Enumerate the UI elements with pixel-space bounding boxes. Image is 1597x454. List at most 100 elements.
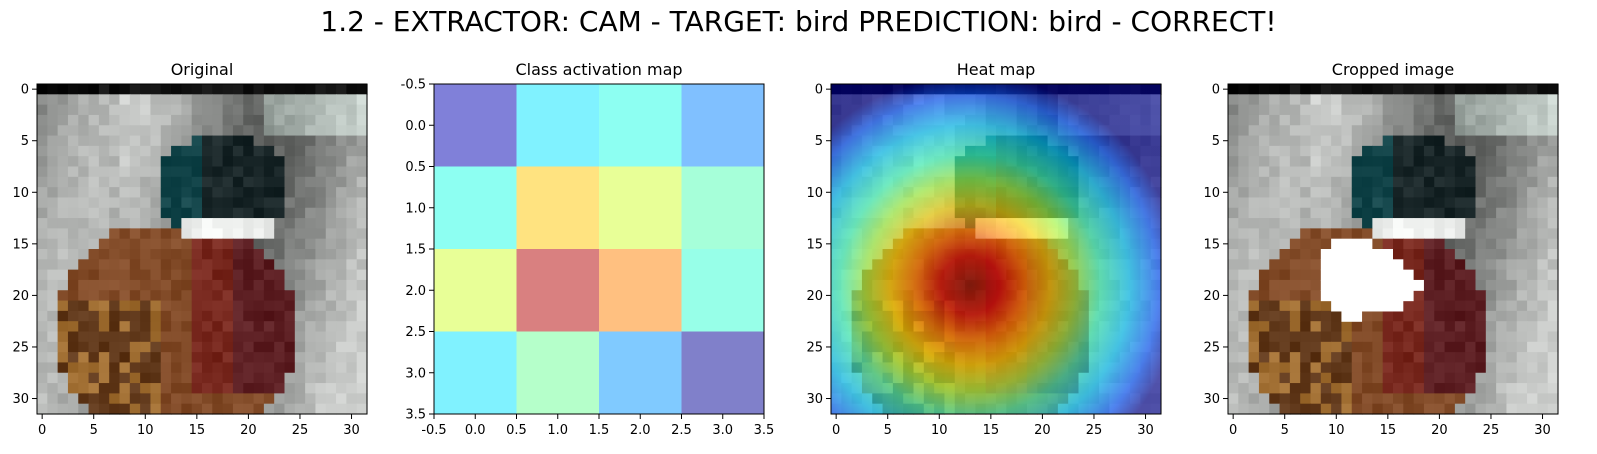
image-pixel [1547, 249, 1559, 260]
image-pixel [222, 383, 234, 394]
image-pixel [181, 383, 193, 394]
image-pixel [1423, 135, 1435, 147]
image-pixel [1506, 84, 1518, 95]
image-pixel [1434, 187, 1446, 199]
image-pixel [98, 300, 110, 312]
image-pixel [109, 166, 121, 178]
image-pixel [98, 207, 110, 219]
image-pixel [212, 279, 224, 291]
image-pixel [1475, 135, 1487, 147]
image-pixel [1475, 176, 1487, 188]
image-pixel [1228, 104, 1239, 116]
image-pixel [37, 352, 48, 364]
image-pixel [284, 114, 296, 126]
image-pixel [1475, 249, 1487, 260]
image-pixel [1485, 94, 1497, 106]
image-pixel [1310, 269, 1322, 281]
image-pixel [1238, 135, 1250, 147]
image-pixel [119, 218, 131, 229]
image-pixel [1423, 331, 1435, 343]
image-pixel [1258, 145, 1270, 157]
image-pixel [1475, 331, 1487, 343]
image-pixel [346, 114, 358, 126]
image-pixel [57, 187, 69, 199]
x-tick-label: 15 [1380, 423, 1397, 438]
image-pixel [1279, 372, 1291, 384]
image-pixel [1423, 156, 1435, 168]
image-pixel [1496, 207, 1508, 219]
image-pixel [1547, 228, 1559, 240]
image-pixel [1547, 238, 1559, 250]
image-pixel [284, 300, 296, 312]
image-pixel [253, 84, 265, 95]
image-pixel [356, 310, 368, 322]
image-pixel [356, 238, 368, 250]
image-pixel [1413, 290, 1425, 302]
image-pixel [294, 207, 306, 219]
image-pixel [315, 114, 327, 126]
image-pixel [274, 207, 286, 219]
y-tick-label: 10 [806, 186, 823, 201]
y-tick-label: 20 [12, 289, 29, 304]
image-pixel [1516, 310, 1528, 322]
image-pixel [1454, 187, 1466, 199]
image-pixel [294, 145, 306, 157]
image-pixel [325, 187, 337, 199]
image-pixel [1413, 94, 1425, 106]
image-pixel [212, 238, 224, 250]
y-tick-label: 2.0 [405, 284, 426, 299]
image-pixel [1506, 104, 1518, 116]
image-pixel [1537, 310, 1549, 322]
image-pixel [98, 125, 110, 137]
image-pixel [1393, 166, 1404, 178]
image-pixel [1248, 156, 1260, 168]
image-pixel [160, 393, 172, 405]
image-pixel [1413, 145, 1425, 157]
image-pixel [191, 259, 203, 271]
image-pixel [57, 393, 69, 405]
image-pixel [129, 310, 141, 322]
image-pixel [1279, 135, 1291, 147]
image-pixel [1537, 300, 1549, 312]
image-pixel [88, 207, 100, 219]
image-pixel [356, 331, 368, 343]
image-pixel [284, 238, 296, 250]
image-pixel [356, 362, 368, 374]
image-pixel [98, 114, 110, 126]
image-pixel [160, 300, 172, 312]
image-pixel [67, 238, 79, 250]
image-pixel [1506, 238, 1518, 250]
image-pixel [1351, 104, 1363, 116]
image-pixel [1444, 125, 1456, 137]
image-pixel [1310, 383, 1322, 394]
image-pixel [1393, 372, 1404, 384]
image-pixel [1485, 207, 1497, 219]
image-pixel [325, 84, 337, 95]
image-pixel [1228, 310, 1239, 322]
image-pixel [191, 187, 203, 199]
image-pixel [150, 300, 162, 312]
image-pixel [1289, 321, 1301, 333]
image-pixel [222, 362, 234, 374]
image-pixel [1331, 135, 1343, 147]
image-pixel [1465, 125, 1477, 137]
image-pixel [1454, 125, 1466, 137]
image-pixel [1413, 331, 1425, 343]
image-pixel [232, 300, 244, 312]
image-pixel [1413, 135, 1425, 147]
image-pixel [212, 362, 224, 374]
image-pixel [1454, 84, 1466, 95]
heatmap-cell [681, 249, 765, 332]
image-pixel [98, 104, 110, 116]
image-pixel [336, 403, 347, 415]
image-pixel [1454, 341, 1466, 353]
image-pixel [1527, 403, 1538, 415]
image-pixel [150, 104, 162, 116]
image-pixel [150, 403, 162, 415]
image-pixel [140, 341, 152, 353]
image-pixel [150, 125, 162, 137]
image-pixel [47, 331, 59, 343]
image-pixel [150, 352, 162, 364]
image-pixel [294, 269, 306, 281]
image-pixel [160, 135, 172, 147]
